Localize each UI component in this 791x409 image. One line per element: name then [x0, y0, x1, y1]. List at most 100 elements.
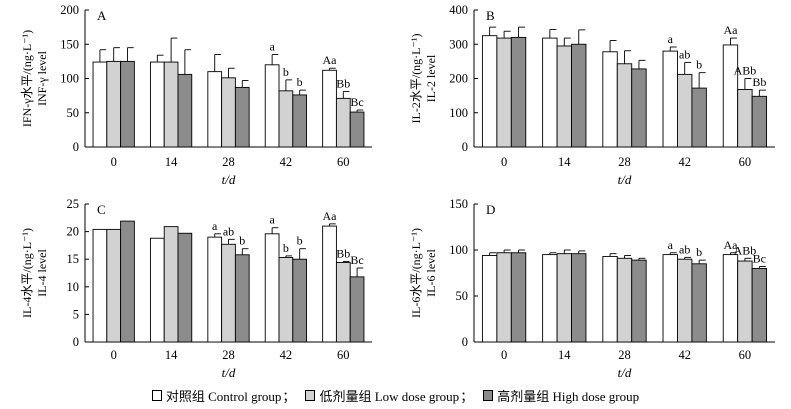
significance-label-a: b: [283, 65, 289, 79]
y-tick-label-c: 25: [67, 197, 80, 211]
significance-label-b: ABb: [734, 64, 757, 78]
y-tick-label-d: 0: [462, 335, 468, 349]
y-axis-title-en-d: IL-6 level: [424, 249, 438, 297]
y-tick-label-c: 15: [67, 252, 80, 266]
bar-d: [751, 267, 768, 343]
y-tick-label-b: 300: [449, 37, 468, 51]
y-axis-title-cn-b: IL-2水平/(ng·L⁻¹): [409, 34, 423, 124]
bar-b: [542, 37, 558, 148]
bar-d: [691, 263, 707, 343]
x-tick-label-a: 14: [165, 155, 178, 169]
bar-c: [264, 233, 280, 343]
bar-a: [149, 61, 165, 148]
y-tick-label-c: 5: [73, 307, 79, 321]
y-tick-label-a: 50: [67, 106, 80, 120]
bar-c: [234, 254, 250, 343]
y-axis-title-cn-d: IL-6水平/(ng·L⁻¹): [409, 228, 423, 318]
significance-label-c: b: [297, 234, 303, 248]
significance-label-a: Bc: [350, 95, 363, 109]
significance-label-b: ab: [679, 47, 690, 61]
significance-label-b: Aa: [723, 23, 738, 37]
y-tick-label-c: 10: [67, 280, 80, 294]
significance-label-d: b: [696, 245, 702, 259]
significance-label-a: b: [297, 75, 303, 89]
bar-d: [542, 254, 558, 343]
significance-label-b: Bb: [752, 75, 766, 89]
bar-a: [106, 60, 122, 148]
x-tick-label-d: 60: [739, 348, 752, 362]
significance-label-d: Bc: [753, 252, 766, 266]
bar-b: [722, 44, 739, 148]
x-tick-label-b: 60: [739, 155, 752, 169]
significance-label-a: Bb: [336, 77, 350, 91]
bar-b: [481, 35, 498, 148]
x-tick-label-a: 0: [111, 155, 117, 169]
y-axis-title-cn-a: IFN-γ水平/(ng·L⁻¹): [20, 30, 34, 127]
legend-item-control: 对照组 Control group ；: [151, 386, 302, 405]
y-tick-label-b: 400: [449, 3, 468, 17]
bar-a: [234, 86, 250, 148]
bar-d: [510, 252, 527, 343]
bar-d: [556, 253, 572, 343]
y-axis-title-cn-c: IL-4水平/(ng·L⁻¹): [20, 228, 34, 318]
y-tick-label-d: 50: [456, 289, 469, 303]
bar-a: [278, 90, 294, 148]
bar-b: [691, 87, 707, 148]
y-tick-label-a: 200: [60, 3, 79, 17]
bar-d: [496, 252, 512, 343]
bar-b: [510, 36, 527, 148]
bar-a: [92, 61, 108, 148]
legend-item-low-dose: 低剂量组 Low dose group ；: [305, 386, 479, 405]
x-tick-label-b: 0: [501, 155, 507, 169]
bar-b: [751, 95, 768, 148]
bar-b: [677, 73, 693, 148]
x-tick-label-a: 28: [222, 155, 235, 169]
y-tick-label-d: 100: [449, 243, 468, 257]
significance-label-c: ab: [223, 224, 234, 238]
bar-d: [602, 255, 618, 343]
significance-label-c: Bb: [336, 246, 350, 260]
bar-b: [737, 89, 753, 148]
significance-label-d: ABb: [734, 243, 757, 257]
significance-label-d: ab: [679, 242, 690, 256]
significance-label-c: a: [269, 213, 275, 227]
bar-d: [481, 255, 498, 343]
bar-a: [292, 94, 308, 148]
y-tick-label-a: 100: [60, 72, 79, 86]
y-axis-title-en-a: INF-γ level: [35, 50, 49, 106]
bar-c: [207, 236, 223, 343]
bar-d: [677, 258, 693, 343]
legend-separator: ；: [460, 388, 474, 404]
legend-separator: ；: [282, 388, 296, 404]
bar-d: [737, 260, 753, 343]
legend-item-high-dose: 高剂量组 High dose group: [483, 386, 639, 405]
bar-b: [602, 51, 618, 148]
bar-a: [349, 111, 365, 148]
legend-swatch-control: [151, 389, 162, 401]
x-axis-title-a: t/d: [222, 172, 236, 187]
bar-c: [177, 232, 193, 343]
bar-d: [722, 254, 739, 343]
bar-a: [163, 61, 179, 148]
y-tick-label-d: 150: [449, 197, 468, 211]
x-tick-label-c: 42: [280, 348, 293, 362]
significance-label-b: a: [668, 32, 674, 46]
x-tick-label-a: 60: [337, 155, 350, 169]
significance-label-d: Aa: [723, 238, 738, 252]
legend-label-high-dose: 高剂量组 High dose group: [497, 388, 640, 404]
x-tick-label-d: 14: [558, 348, 571, 362]
significance-label-c: Aa: [323, 209, 338, 223]
y-tick-label-b: 200: [449, 72, 468, 86]
significance-label-c: b: [239, 234, 245, 248]
significance-label-a: a: [269, 40, 275, 54]
significance-label-d: a: [668, 238, 674, 252]
legend-label-control: 对照组 Control group: [165, 388, 282, 404]
significance-label-b: b: [696, 58, 702, 72]
legend: 对照组 Control group ； 低剂量组 Low dose group …: [0, 385, 791, 405]
bar-b: [631, 68, 647, 148]
x-tick-label-a: 42: [280, 155, 293, 169]
bar-a: [221, 77, 236, 148]
bar-c: [149, 237, 165, 343]
significance-label-c: Bc: [350, 253, 363, 267]
